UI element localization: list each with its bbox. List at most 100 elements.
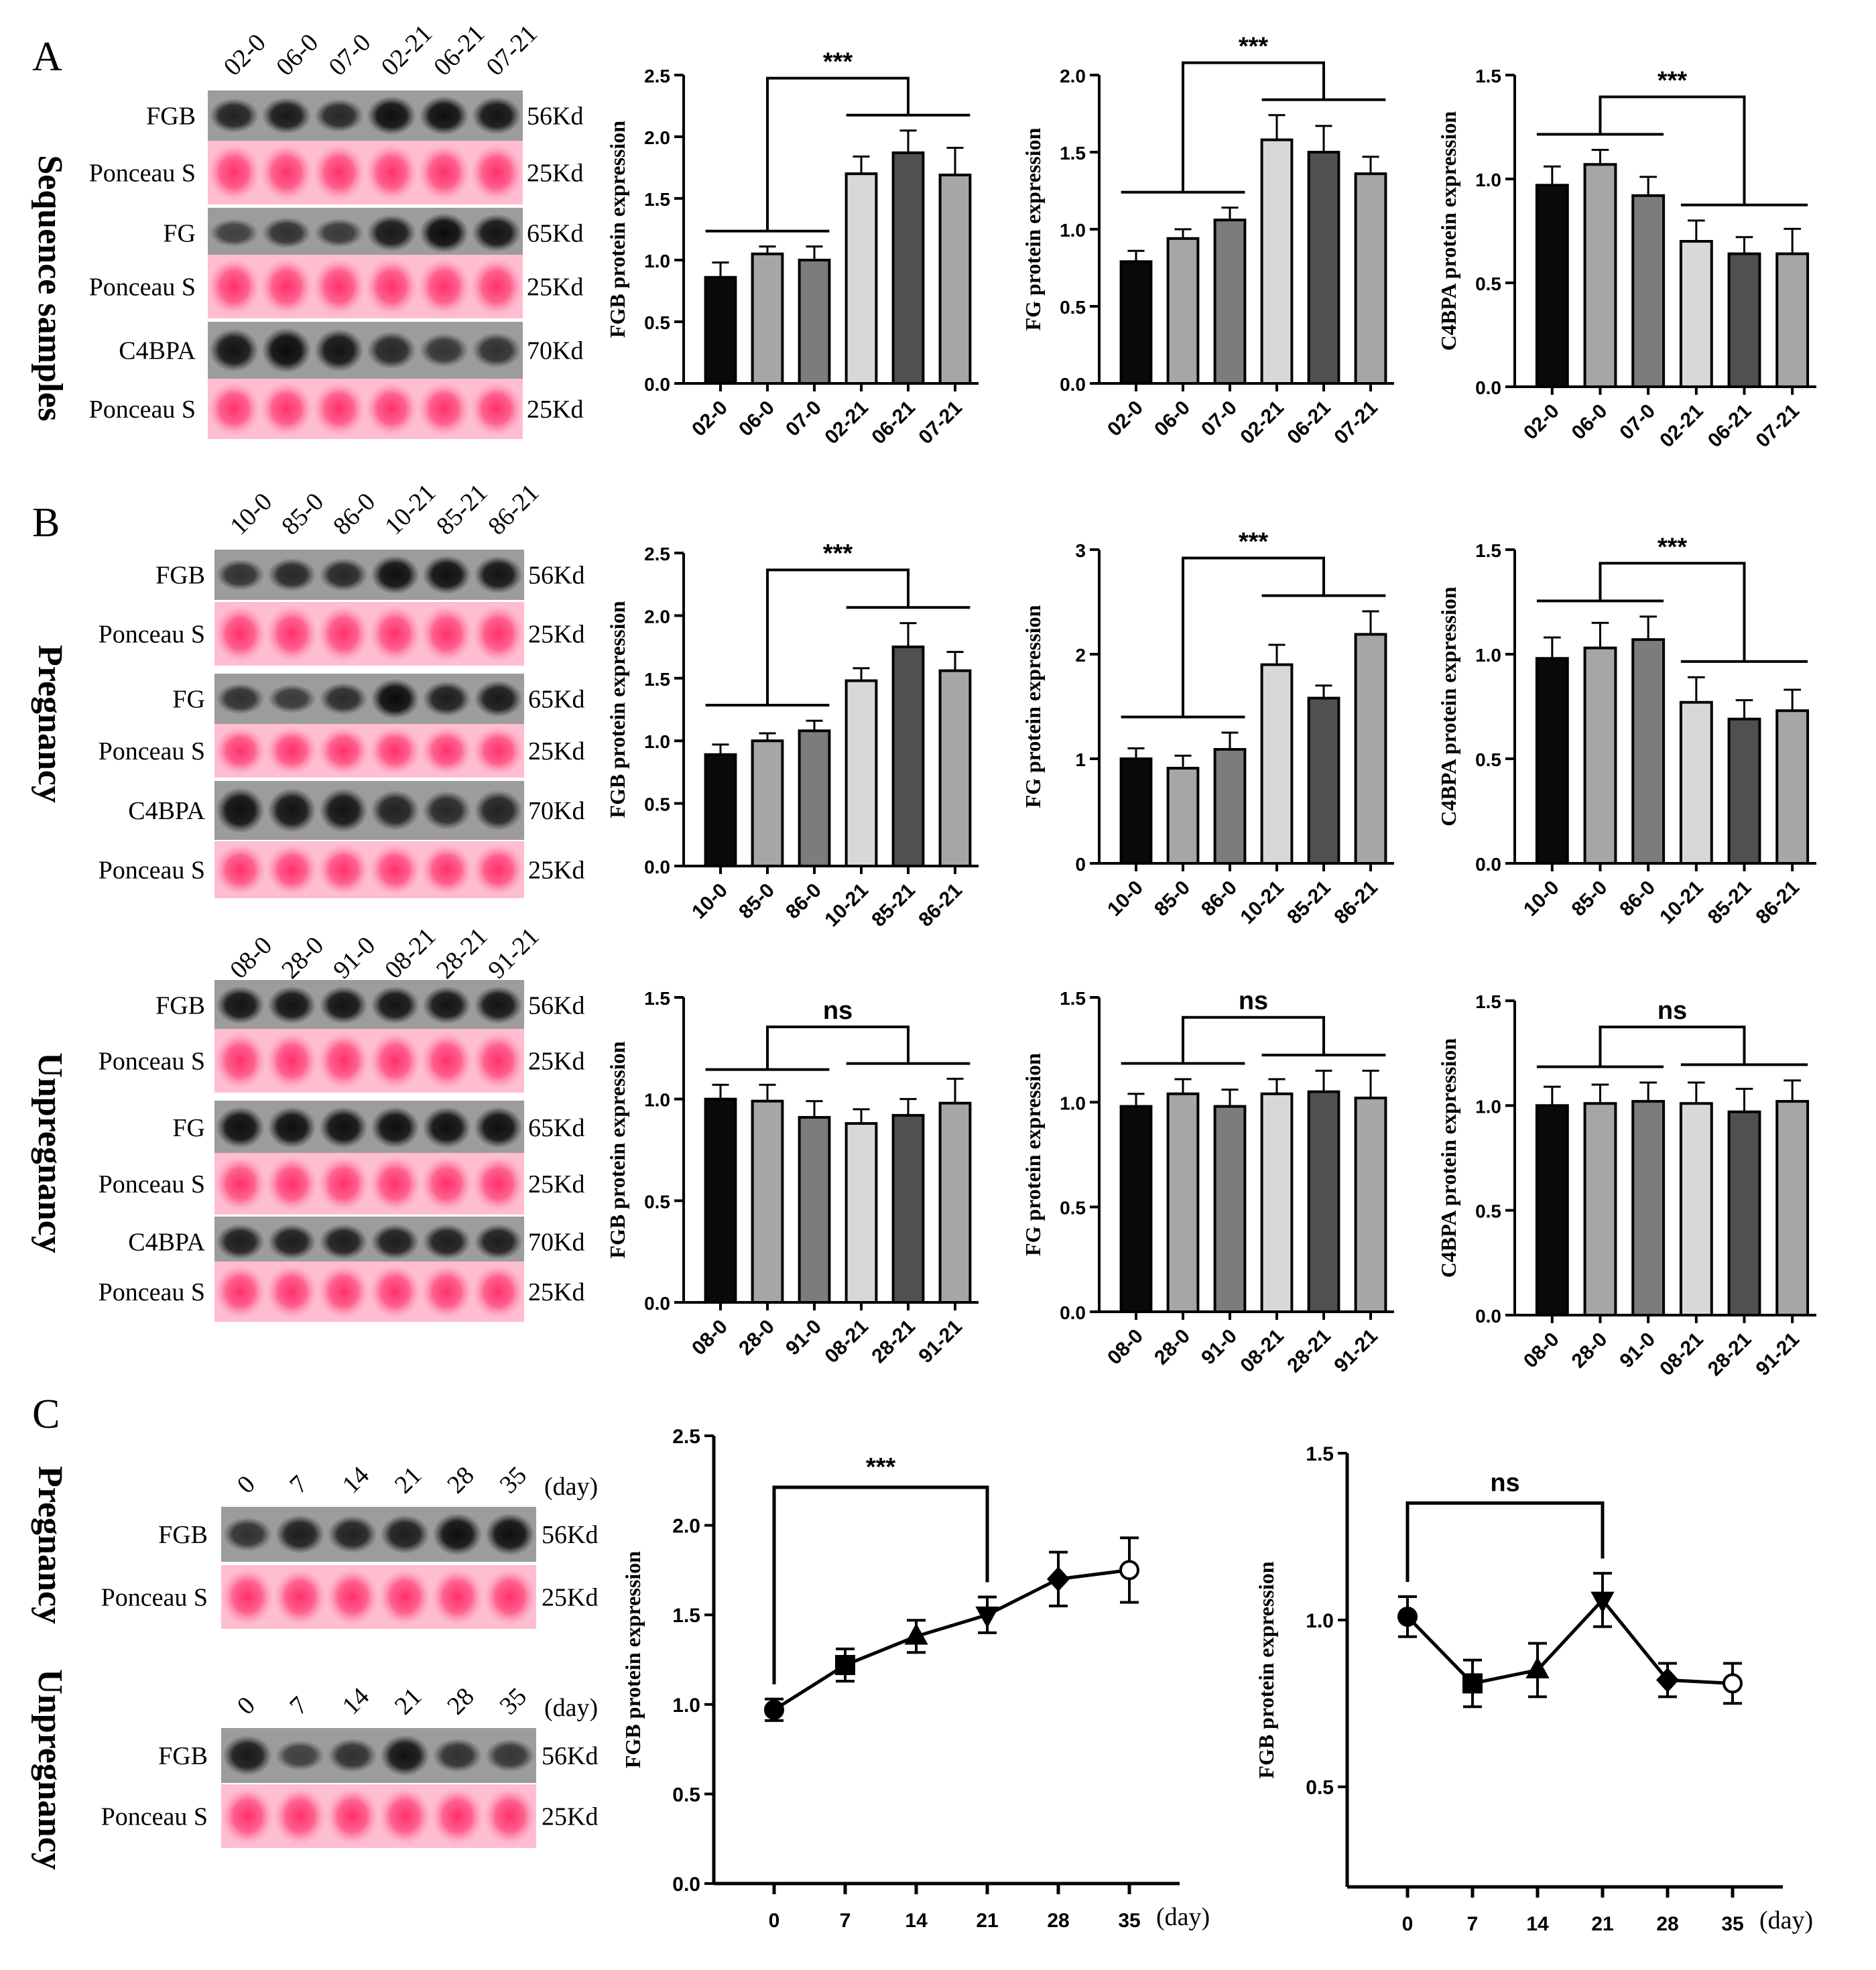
ponceau-row: Ponceau S 25Kd — [89, 255, 583, 318]
x-tick-label: 35 — [1118, 1910, 1140, 1932]
blot-band — [267, 788, 316, 833]
significance-bracket — [1405, 1501, 1605, 1583]
y-tick-label: 1.0 — [1475, 1096, 1501, 1117]
y-tick-label: 1.5 — [644, 189, 670, 210]
bar — [845, 172, 878, 385]
data-point — [1046, 1566, 1070, 1592]
ponceau-lane — [326, 1787, 379, 1845]
x-tick-label: 91-0 — [1615, 1329, 1660, 1373]
blot-band — [422, 1106, 471, 1149]
ponceau-lane — [208, 381, 261, 436]
y-axis-label: FGB protein expression — [1254, 1561, 1278, 1778]
blot-band — [267, 986, 316, 1024]
y-tick-label: 1.5 — [1306, 1443, 1334, 1465]
y-tick-label: 2.0 — [644, 127, 670, 148]
band-strip — [221, 1507, 536, 1562]
row-label: Ponceau S — [99, 621, 205, 649]
blot-band — [314, 218, 364, 248]
bar — [1631, 638, 1666, 865]
size-marker: 25Kd — [528, 1048, 584, 1076]
blot-band — [319, 986, 368, 1024]
significance-label: *** — [1239, 33, 1269, 61]
x-tick-label: 85-21 — [867, 879, 920, 932]
blot-band — [314, 99, 364, 133]
blot-band — [319, 788, 368, 833]
ponceau-row: Ponceau S 25Kd — [99, 724, 584, 778]
significance-bracket — [766, 1025, 910, 1070]
lane-label: 07-21 — [481, 19, 542, 81]
blot-band — [261, 97, 312, 135]
x-tick-label: 85-0 — [735, 879, 779, 924]
ponceau-lane — [421, 1264, 473, 1319]
bar — [1260, 1092, 1294, 1313]
bar — [891, 1113, 925, 1304]
ponceau-lane — [421, 727, 473, 775]
size-marker: 56Kd — [528, 992, 584, 1020]
row-label: C4BPA — [128, 1229, 205, 1257]
lane-label: 02-0 — [218, 28, 271, 81]
blot-band-row: FGB 56Kd — [146, 90, 583, 141]
blot-band — [419, 332, 469, 368]
blot-band — [216, 1223, 265, 1260]
x-tick-label: 91-0 — [1197, 1325, 1241, 1369]
bar — [1535, 184, 1569, 388]
blot-band — [371, 555, 420, 595]
lane-label: 7 — [284, 1691, 313, 1720]
y-axis-label: FGB protein expression — [605, 601, 629, 818]
ponceau-lane — [483, 1568, 536, 1626]
blot-band — [261, 217, 312, 249]
bar — [1583, 1102, 1617, 1316]
x-tick-label: 10-0 — [688, 879, 732, 924]
blot-band — [472, 97, 521, 135]
ponceau-lane — [273, 1568, 326, 1626]
y-axis-label: C4BPA protein expression — [1436, 111, 1460, 351]
bar-chart: 0.0 0.5 1.0 1.5 C4BPA protein expression 08-0… — [1436, 991, 1816, 1380]
row-label: FGB — [146, 103, 196, 131]
size-marker: 70Kd — [528, 797, 584, 825]
band-strip — [208, 208, 523, 258]
lane-label: 06-21 — [428, 19, 490, 81]
x-tick-label: 28-0 — [1568, 1329, 1612, 1373]
line-chart: 0.0 0.5 1.0 1.5 2.0 2.5 FGB protein expression… — [621, 1426, 1210, 1932]
bar — [1535, 657, 1569, 865]
blot-band-row: FGB 56Kd — [158, 1507, 598, 1562]
ponceau-lane — [418, 381, 471, 436]
ponceau-row: Ponceau S 25Kd — [101, 1784, 598, 1848]
y-tick-label: 0.5 — [644, 794, 670, 815]
y-tick-label: 0.0 — [644, 857, 670, 877]
series-line — [773, 1568, 1130, 1711]
size-marker: 25Kd — [528, 737, 584, 765]
x-tick-label: 08-0 — [1103, 1325, 1147, 1369]
bar — [1631, 194, 1666, 388]
blot-band — [319, 682, 368, 715]
size-marker: 56Kd — [542, 1742, 598, 1770]
x-tick-label: 06-0 — [735, 397, 779, 441]
row-label: Ponceau S — [101, 1584, 208, 1612]
ponceau-lane — [260, 143, 313, 202]
ponceau-lane — [365, 143, 418, 202]
data-point — [1462, 1673, 1483, 1694]
x-tick-label: 85-0 — [1150, 877, 1194, 921]
x-tick-label: 0 — [769, 1910, 780, 1932]
significance-bracket — [1182, 61, 1325, 192]
bar-chart: 0 1 2 3 FG protein expression 10-0 85-0 86-010-… — [1021, 528, 1394, 928]
size-marker: 25Kd — [527, 395, 583, 424]
group-label: Unpregnancy — [31, 1669, 69, 1870]
ponceau-lane — [369, 605, 421, 663]
ponceau-row: Ponceau S 25Kd — [89, 379, 583, 439]
lane-label: 21 — [389, 1461, 428, 1499]
bar — [798, 1115, 831, 1304]
bar — [1213, 219, 1247, 385]
ponceau-lane — [470, 143, 523, 202]
blot-band — [371, 790, 420, 831]
blot-band — [328, 1515, 377, 1554]
x-tick-label: 07-0 — [1615, 400, 1660, 444]
y-tick-label: 1.5 — [644, 988, 670, 1009]
x-tick-label: 14 — [1526, 1913, 1549, 1935]
ponceau-lane — [214, 1156, 266, 1212]
x-tick-label: 07-21 — [1752, 400, 1804, 452]
y-tick-label: 1.5 — [1475, 66, 1501, 86]
